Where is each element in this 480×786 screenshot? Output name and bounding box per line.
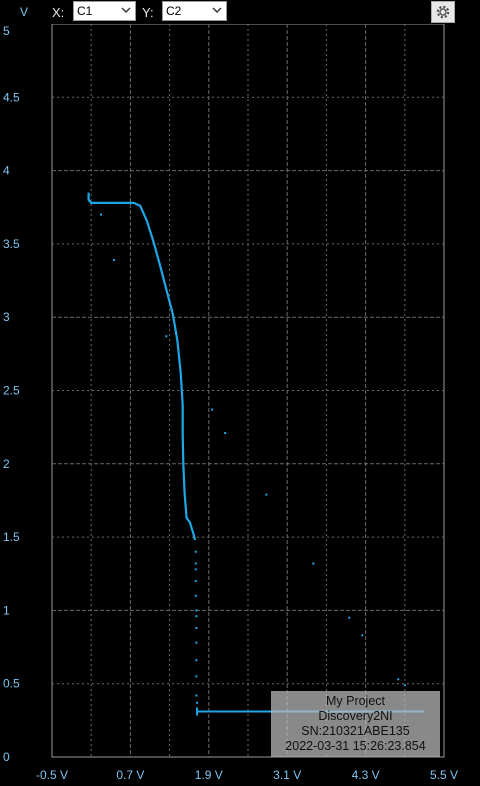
trace-point [397,678,400,681]
trace-point [194,550,197,553]
y-tick-label: 2 [3,457,10,471]
x-channel-label: X: [52,5,65,20]
trace-point [194,562,197,565]
chevron-down-icon [212,7,222,13]
y-tick-label: 3 [3,310,10,324]
device-info-box: My Project Discovery2NI SN:210321ABE135 … [271,691,440,757]
trace-point [194,568,197,571]
x-channel-select[interactable]: C1 [73,1,136,21]
y-tick-label: 5 [3,24,10,38]
x-tick-label: 4.3 V [352,768,380,782]
trace-point [195,615,198,618]
trace-point [195,641,198,644]
project-name: My Project [325,694,386,708]
y-unit-label: V [20,5,29,19]
y-channel-label: Y: [142,5,154,20]
trace-point [195,694,198,697]
toolbar: V X: C1 Y: C2 [0,0,480,24]
trace-point [211,408,214,411]
x-tick-label: 0.7 V [116,768,144,782]
trace-point [348,616,351,619]
trace-point [224,432,227,435]
trace-point [195,675,198,678]
y-tick-label: 0.5 [3,677,20,691]
trace-point [194,580,197,583]
y-tick-label: 0 [3,750,10,764]
y-channel-select[interactable]: C2 [162,1,227,21]
x-channel-value: C1 [77,4,93,18]
trace-line [87,192,197,541]
y-tick-label: 1.5 [3,530,20,544]
x-tick-label: 1.9 V [195,768,223,782]
y-tick-label: 2.5 [3,384,20,398]
trace-point [113,259,116,262]
trace-point [265,493,268,496]
x-tick-label: 3.1 V [273,768,301,782]
trace-point [312,562,315,565]
chevron-down-icon [121,7,131,13]
timestamp: 2022-03-31 15:26:23.854 [285,739,426,753]
serial-number: SN:210321ABE135 [301,724,410,738]
y-tick-label: 1 [3,603,10,617]
trace-point [195,626,198,629]
trace-point [196,701,199,704]
settings-button[interactable] [431,1,455,23]
trace-point [361,634,364,637]
trace-point [195,609,198,612]
trace-point [100,213,102,216]
trace-point [194,594,197,597]
y-tick-label: 4 [3,164,10,178]
y-channel-value: C2 [166,4,182,18]
x-tick-label: -0.5 V [36,768,68,782]
trace-point [403,684,406,687]
gear-icon [436,5,450,19]
y-tick-label: 3.5 [3,237,20,251]
y-tick-label: 4.5 [3,90,20,104]
device-name: Discovery2NI [318,709,393,723]
trace-point [165,335,168,338]
trace-point [195,659,198,662]
x-tick-label: 5.5 V [430,768,458,782]
